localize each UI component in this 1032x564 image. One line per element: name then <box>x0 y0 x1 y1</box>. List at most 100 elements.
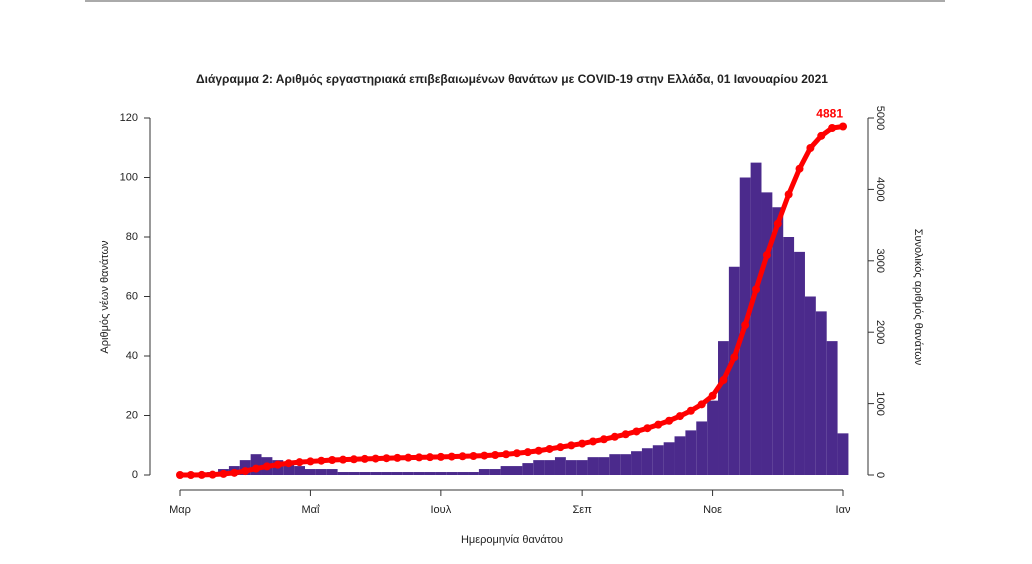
bar <box>489 469 501 475</box>
bar <box>500 466 512 475</box>
cumulative-point <box>360 454 369 463</box>
cumulative-point <box>534 446 543 455</box>
cumulative-point <box>675 412 684 421</box>
x-tick-label: Νοε <box>703 504 722 516</box>
bar <box>685 430 697 475</box>
bar <box>381 472 392 475</box>
cumulative-point <box>589 437 598 446</box>
y-tick-label: 20 <box>126 409 138 421</box>
cumulative-point <box>599 435 608 444</box>
cumulative-point <box>306 457 315 466</box>
y2-tick-label: 4000 <box>874 177 886 201</box>
cumulative-point <box>339 455 348 464</box>
bar <box>598 457 610 475</box>
cumulative-point <box>567 441 576 450</box>
bar <box>728 266 740 475</box>
bar <box>337 472 349 475</box>
cumulative-point <box>480 451 489 460</box>
bar <box>304 469 316 475</box>
y2-tick-label: 2000 <box>874 320 886 344</box>
cumulative-point <box>523 448 532 457</box>
bar <box>815 311 827 475</box>
bar <box>696 421 708 475</box>
cumulative-point <box>382 454 391 463</box>
cumulative-point <box>556 443 565 452</box>
bar <box>511 466 523 475</box>
cumulative-point <box>817 131 826 140</box>
bar <box>652 445 664 475</box>
bar <box>370 472 382 475</box>
bar <box>631 451 642 475</box>
cumulative-point <box>730 353 739 362</box>
bar <box>837 433 849 475</box>
bar <box>522 463 534 475</box>
cumulative-point <box>654 420 663 429</box>
cumulative-point <box>502 450 511 459</box>
cumulative-point <box>393 453 402 462</box>
y2-tick-label: 3000 <box>874 249 886 273</box>
bar <box>391 472 403 475</box>
y2-tick-label: 0 <box>874 472 886 478</box>
bar <box>620 454 632 475</box>
cumulative-point <box>610 432 619 441</box>
cumulative-point <box>317 456 326 465</box>
cumulative-point <box>773 219 782 228</box>
bar <box>554 457 566 475</box>
cumulative-point <box>491 451 500 460</box>
y-tick-label: 80 <box>126 231 138 243</box>
cumulative-point <box>839 122 847 131</box>
cumulative-point <box>512 449 521 458</box>
bar <box>478 469 490 475</box>
cumulative-point <box>273 460 282 469</box>
bar <box>674 436 686 475</box>
bar <box>283 463 295 475</box>
bar <box>707 400 719 475</box>
cumulative-point <box>762 251 771 260</box>
cumulative-point <box>784 190 793 199</box>
cumulative-point <box>436 452 445 461</box>
cumulative-point <box>632 427 641 436</box>
y2-tick-label: 1000 <box>874 391 886 415</box>
bar <box>663 442 675 475</box>
cumulative-point <box>197 470 206 479</box>
cumulative-point <box>415 453 424 462</box>
bar <box>826 341 838 475</box>
cumulative-point <box>230 468 239 477</box>
cumulative-point <box>371 454 380 463</box>
cumulative-point <box>469 452 478 461</box>
bar <box>772 207 784 475</box>
bar <box>424 472 436 475</box>
bar <box>533 460 545 475</box>
y-tick-label: 0 <box>132 469 138 481</box>
bar <box>718 341 729 475</box>
bar <box>402 472 414 475</box>
cumulative-point <box>458 452 467 461</box>
cumulative-point <box>665 416 674 425</box>
cumulative-point <box>741 321 750 330</box>
y-tick-label: 120 <box>120 112 138 124</box>
cumulative-point <box>643 424 652 433</box>
cumulative-point <box>578 439 587 448</box>
bar <box>294 466 305 475</box>
cumulative-point <box>545 444 554 453</box>
bar <box>804 296 816 475</box>
y-axis-label: Αριθμός νέων θανάτων <box>99 240 111 354</box>
cumulative-point <box>241 467 250 476</box>
cumulative-point <box>404 453 413 462</box>
x-axis-label: Ημερομηνία θανάτου <box>461 534 563 546</box>
cumulative-point <box>621 430 630 439</box>
bar <box>446 472 458 475</box>
end-value-label: 4881 <box>816 107 843 121</box>
bar <box>576 460 588 475</box>
bar <box>641 448 653 475</box>
x-tick-label: Μαΐ <box>301 504 320 516</box>
bar <box>315 469 327 475</box>
bar <box>435 472 447 475</box>
bar <box>761 192 773 475</box>
cumulative-point <box>328 456 337 465</box>
bar <box>544 460 555 475</box>
cumulative-point <box>262 462 271 471</box>
cumulative-point <box>186 471 195 479</box>
